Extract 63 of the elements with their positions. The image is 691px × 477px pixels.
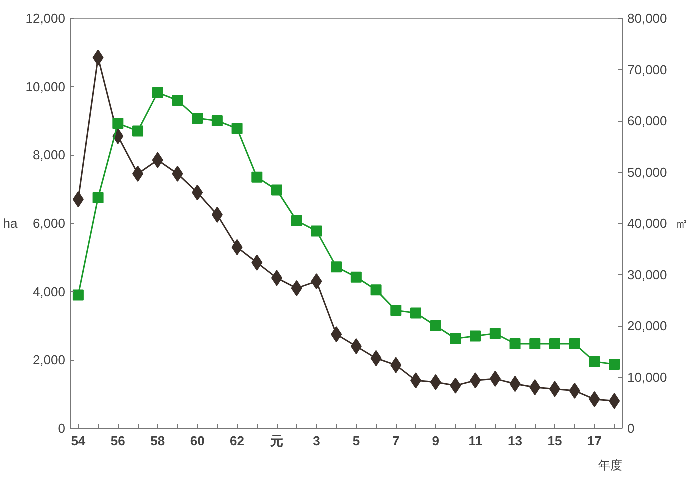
- point: [609, 358, 620, 370]
- x-tick-label: 5: [352, 434, 360, 448]
- point: [132, 126, 144, 137]
- y2-axis-title: ㎡: [675, 216, 688, 231]
- y-tick-label: 0: [58, 421, 66, 436]
- y-tick-label: 2,000: [32, 352, 66, 368]
- point: [232, 123, 243, 134]
- point: [530, 380, 541, 396]
- point: [350, 272, 362, 283]
- x-tick-label: 60: [190, 434, 205, 448]
- y-axis-title: ha: [3, 216, 19, 231]
- point: [311, 226, 322, 237]
- point: [430, 320, 442, 332]
- point: [530, 338, 541, 350]
- point: [510, 338, 521, 350]
- point: [192, 112, 204, 124]
- y2-tick-label: 0: [628, 421, 635, 436]
- x-axis-title: 年度: [598, 458, 622, 472]
- x-tick-label: 15: [548, 434, 562, 448]
- point: [390, 305, 402, 316]
- x-tick-label: 54: [71, 434, 86, 448]
- y-tick-label: 6,000: [32, 216, 66, 231]
- x-tick-label: 62: [230, 434, 245, 448]
- point: [331, 262, 342, 273]
- point: [470, 330, 482, 342]
- y-tick-label: 12,000: [26, 11, 66, 26]
- point: [172, 95, 184, 106]
- x-tick-label: 56: [110, 434, 126, 448]
- point: [212, 116, 223, 126]
- x-tick-label: 元: [270, 434, 284, 448]
- point: [350, 338, 362, 354]
- point: [569, 338, 580, 350]
- y2-tick-label: 70,000: [628, 62, 668, 78]
- point: [549, 338, 560, 350]
- y-tick-label: 10,000: [26, 79, 66, 94]
- x-tick-label: 17: [587, 434, 602, 448]
- point: [152, 87, 164, 98]
- y2-tick-label: 80,000: [628, 11, 668, 26]
- y2-tick-label: 40,000: [628, 216, 668, 231]
- x-tick-label: 7: [392, 434, 400, 448]
- x-tick-label: 9: [432, 434, 440, 448]
- point: [490, 328, 501, 340]
- point: [72, 290, 84, 301]
- y-tick-label: 8,000: [32, 148, 66, 163]
- y2-tick-label: 30,000: [628, 267, 668, 282]
- y2-tick-label: 10,000: [628, 370, 668, 385]
- point: [410, 308, 422, 319]
- x-tick-label: 58: [150, 434, 166, 448]
- point: [92, 192, 104, 204]
- y2-tick-label: 60,000: [628, 114, 668, 128]
- x-tick-label: 3: [313, 434, 320, 448]
- point: [291, 215, 302, 226]
- y2-tick-label: 20,000: [628, 318, 668, 334]
- point: [252, 172, 263, 183]
- point: [272, 184, 283, 196]
- y-tick-label: 4,000: [32, 284, 66, 300]
- x-tick-label: 11: [468, 434, 482, 448]
- point: [370, 284, 382, 296]
- x-tick-label: 13: [508, 434, 523, 448]
- y2-tick-label: 50,000: [628, 164, 668, 180]
- point: [112, 118, 124, 130]
- point: [450, 333, 462, 344]
- point: [589, 356, 600, 368]
